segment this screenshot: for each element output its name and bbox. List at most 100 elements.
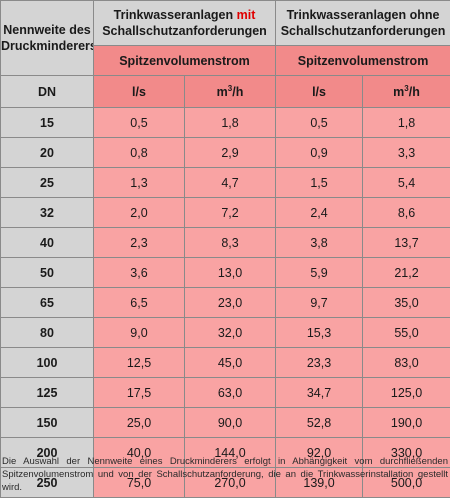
with-m3h-cell: 1,8 (183, 107, 277, 138)
with-m3h-cell: 4,7 (183, 167, 277, 198)
dn-cell: 250 (0, 467, 94, 498)
unit-m3h-1-exp: 3 (227, 83, 233, 93)
without-m3h-cell: 21,2 (362, 257, 450, 288)
dn-cell: 15 (0, 107, 94, 138)
without-m3h-cell: 55,0 (362, 317, 450, 348)
without-ls-cell: 5,9 (275, 257, 364, 288)
without-ls-cell: 2,4 (275, 197, 364, 228)
with-m3h-cell: 270,0 (183, 467, 277, 498)
without-ls-cell: 34,7 (275, 377, 364, 408)
without-ls-cell: 0,9 (275, 137, 364, 168)
without-m3h-cell: 5,4 (362, 167, 450, 198)
subheader-peak-flow-2-label: Spitzenvolumenstrom (297, 53, 429, 68)
table-row: 100 12,5 45,0 23,3 83,0 (0, 347, 450, 378)
dn-cell: 80 (0, 317, 94, 348)
with-ls-cell: 17,5 (93, 377, 185, 408)
with-ls-cell: 25,0 (93, 407, 185, 438)
with-ls-cell: 6,5 (93, 287, 185, 318)
without-ls-cell: 9,7 (275, 287, 364, 318)
with-ls-cell: 40,0 (93, 437, 185, 468)
dn-cell: 150 (0, 407, 94, 438)
dn-cell: 200 (0, 437, 94, 468)
with-m3h-cell: 8,3 (183, 227, 277, 258)
with-m3h-cell: 23,0 (183, 287, 277, 318)
unit-m3h-2-base: m (393, 84, 405, 99)
without-ls-cell: 139,0 (275, 467, 364, 498)
table-row: 40 2,3 8,3 3,8 13,7 (0, 227, 450, 258)
with-m3h-cell: 90,0 (183, 407, 277, 438)
unit-ls-2-label: l/s (312, 84, 326, 99)
header-without-noise-protection: Trinkwasseranlagen ohne Schallschutzanfo… (275, 0, 450, 46)
unit-m3h-2: m3/h (362, 75, 450, 108)
subheader-row: Spitzenvolumenstrom Spitzenvolumenstrom (1, 45, 450, 76)
with-ls-cell: 0,5 (93, 107, 185, 138)
header-group1-post: Schallschutzanforderungen (102, 24, 267, 38)
with-m3h-cell: 13,0 (183, 257, 277, 288)
header-row: Nennweite des Druckminderers Trinkwasser… (0, 0, 450, 76)
table-row: 20 0,8 2,9 0,9 3,3 (0, 137, 450, 168)
without-m3h-cell: 8,6 (362, 197, 450, 228)
without-m3h-cell: 125,0 (362, 377, 450, 408)
footnote: Die Auswahl der Nennweite eines Druckmin… (2, 456, 448, 493)
unit-ls-2: l/s (275, 75, 364, 108)
with-m3h-cell: 32,0 (183, 317, 277, 348)
table-row: 250 75,0 270,0 139,0 500,0 (0, 467, 450, 498)
header-nominal-width: Nennweite des Druckminderers (0, 0, 94, 76)
unit-ls-1-label: l/s (132, 84, 146, 99)
subheader-peak-flow-2: Spitzenvolumenstrom (275, 45, 450, 76)
without-m3h-cell: 83,0 (362, 347, 450, 378)
header-group2-label: Trinkwasseranlagen ohne Schallschutzanfo… (280, 8, 446, 38)
unit-m3h-2-tail: /h (408, 84, 420, 99)
with-ls-cell: 2,3 (93, 227, 185, 258)
table-row: 65 6,5 23,0 9,7 35,0 (0, 287, 450, 318)
unit-ls-1: l/s (93, 75, 185, 108)
subheader-peak-flow-1: Spitzenvolumenstrom (92, 45, 277, 76)
with-m3h-cell: 144,0 (183, 437, 277, 468)
without-m3h-cell: 190,0 (362, 407, 450, 438)
with-ls-cell: 75,0 (93, 467, 185, 498)
without-m3h-cell: 330,0 (362, 437, 450, 468)
with-m3h-cell: 45,0 (183, 347, 277, 378)
table-row: 15 0,5 1,8 0,5 1,8 (0, 107, 450, 138)
without-m3h-cell: 3,3 (362, 137, 450, 168)
table-row: 150 25,0 90,0 52,8 190,0 (0, 407, 450, 438)
dn-cell: 32 (0, 197, 94, 228)
with-ls-cell: 3,6 (93, 257, 185, 288)
unit-m3h-1: m3/h (183, 75, 277, 108)
table-row: 200 40,0 144,0 92,0 330,0 (0, 437, 450, 468)
header-with-noise-protection: Trinkwasseranlagen mit Schallschutzanfor… (92, 0, 277, 46)
with-m3h-cell: 63,0 (183, 377, 277, 408)
header-nominal-width-label: Nennweite des Druckminderers (1, 23, 94, 53)
with-m3h-cell: 2,9 (183, 137, 277, 168)
with-ls-cell: 9,0 (93, 317, 185, 348)
with-ls-cell: 1,3 (93, 167, 185, 198)
header-group1-highlight: mit (236, 8, 256, 22)
without-ls-cell: 1,5 (275, 167, 364, 198)
dn-cell: 100 (0, 347, 94, 378)
dn-cell: 65 (0, 287, 94, 318)
without-ls-cell: 3,8 (275, 227, 364, 258)
table-row: 32 2,0 7,2 2,4 8,6 (0, 197, 450, 228)
table-row: 125 17,5 63,0 34,7 125,0 (0, 377, 450, 408)
unit-m3h-2-exp: 3 (404, 83, 409, 93)
without-m3h-cell: 13,7 (362, 227, 450, 258)
dn-cell: 20 (0, 137, 94, 168)
unit-m3h-1-tail: /h (232, 84, 244, 99)
unit-dn: DN (0, 75, 94, 108)
dn-cell: 50 (0, 257, 94, 288)
header-group1-pre: Trinkwasseranlagen (113, 8, 237, 22)
subheader-peak-flow-1-label: Spitzenvolumenstrom (119, 53, 250, 68)
unit-row: DN l/s m3/h l/s m3/h (0, 75, 450, 108)
with-ls-cell: 2,0 (93, 197, 185, 228)
table-row: 80 9,0 32,0 15,3 55,0 (0, 317, 450, 348)
unit-dn-label: DN (37, 84, 57, 99)
with-ls-cell: 0,8 (93, 137, 185, 168)
with-ls-cell: 12,5 (93, 347, 185, 378)
table-row: 50 3,6 13,0 5,9 21,2 (0, 257, 450, 288)
with-m3h-cell: 7,2 (183, 197, 277, 228)
dn-cell: 40 (0, 227, 94, 258)
dn-cell: 125 (0, 377, 94, 408)
unit-m3h-1-base: m (216, 84, 228, 99)
